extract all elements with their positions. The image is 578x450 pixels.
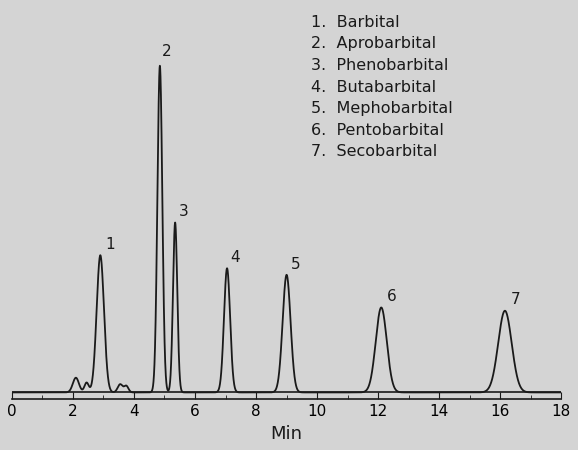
Text: 3: 3 xyxy=(179,204,188,219)
Text: 1: 1 xyxy=(105,237,114,252)
Text: 1.  Barbital
2.  Aprobarbital
3.  Phenobarbital
4.  Butabarbital
5.  Mephobarbit: 1. Barbital 2. Aprobarbital 3. Phenobarb… xyxy=(312,15,453,159)
Text: 7: 7 xyxy=(511,292,521,307)
Text: 5: 5 xyxy=(291,256,301,271)
X-axis label: Min: Min xyxy=(271,425,303,443)
Text: 2: 2 xyxy=(162,44,172,59)
Text: 4: 4 xyxy=(231,250,240,265)
Text: 6: 6 xyxy=(387,289,397,304)
